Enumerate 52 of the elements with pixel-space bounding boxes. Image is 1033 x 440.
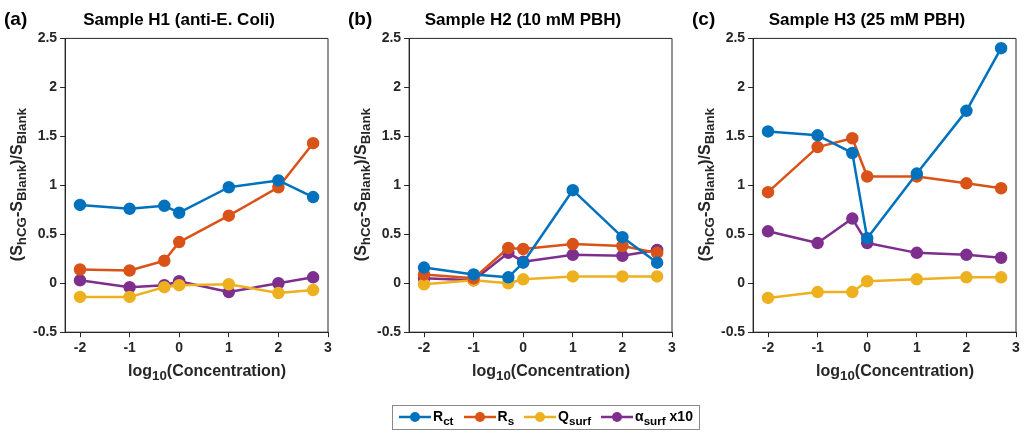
x-tick-label: 2 bbox=[962, 339, 971, 356]
chart-title: Sample H3 (25 mM PBH) bbox=[768, 9, 966, 29]
y-tick-label: 2 bbox=[737, 78, 746, 95]
x-tick-label: 3 bbox=[668, 339, 677, 356]
x-tick-label: 0 bbox=[863, 339, 872, 356]
y-tick-label: 1.5 bbox=[37, 127, 58, 144]
y-tick-label: 2 bbox=[49, 78, 58, 95]
y-tick-label: 2.5 bbox=[725, 29, 746, 46]
legend-label: Q$_{surf}$ bbox=[558, 408, 592, 427]
x-tick-label: 1 bbox=[568, 339, 577, 356]
x-tick-label: 1 bbox=[224, 339, 233, 356]
y-tick-label: 2.5 bbox=[37, 29, 58, 46]
x-tick-label: 3 bbox=[1012, 339, 1021, 356]
x-tick-label: 3 bbox=[324, 339, 333, 356]
y-tick-label: 2 bbox=[393, 78, 402, 95]
x-axis-title: log$_{10}$(Concentration) bbox=[127, 362, 287, 384]
y-tick-label: 0.5 bbox=[381, 225, 402, 242]
y-tick-label: 1 bbox=[49, 176, 58, 193]
y-tick-label: 1 bbox=[737, 176, 746, 193]
x-tick-label: 2 bbox=[274, 339, 283, 356]
legend-label: R$_{ct}$ bbox=[433, 408, 454, 427]
x-tick-label: -2 bbox=[417, 339, 431, 356]
x-tick-label: 0 bbox=[519, 339, 528, 356]
x-tick-label: -2 bbox=[761, 339, 775, 356]
legend-label: R$_{s}$ bbox=[497, 408, 515, 427]
x-tick-label: 2 bbox=[618, 339, 627, 356]
y-tick-label: -0.5 bbox=[721, 323, 746, 340]
x-tick-label: -1 bbox=[811, 339, 825, 356]
x-tick-label: 0 bbox=[175, 339, 184, 356]
text: (c) bbox=[692, 8, 716, 30]
chart-title: Sample H1 (anti-E. Coli) bbox=[83, 9, 275, 29]
y-tick-label: -0.5 bbox=[377, 323, 402, 340]
x-tick-label: -1 bbox=[467, 339, 481, 356]
x-axis-title: log$_{10}$(Concentration) bbox=[471, 362, 631, 384]
y-tick-label: 0 bbox=[737, 274, 746, 291]
chart-title: Sample H2 (10 mM PBH) bbox=[424, 9, 622, 29]
text: (a) bbox=[4, 8, 28, 30]
y-tick-label: 2.5 bbox=[381, 29, 402, 46]
y-tick-label: 0.5 bbox=[725, 225, 746, 242]
x-axis-title: log$_{10}$(Concentration) bbox=[815, 362, 975, 384]
x-tick-label: -1 bbox=[123, 339, 137, 356]
legend-label: α$_{surf}$ x10 bbox=[635, 408, 693, 427]
y-tick-label: 1 bbox=[393, 176, 402, 193]
y-tick-label: 1.5 bbox=[381, 127, 402, 144]
y-tick-label: 1.5 bbox=[725, 127, 746, 144]
y-tick-label: 0 bbox=[49, 274, 58, 291]
y-tick-label: -0.5 bbox=[33, 323, 58, 340]
y-tick-label: 0 bbox=[393, 274, 402, 291]
x-tick-label: 1 bbox=[912, 339, 921, 356]
x-tick-label: -2 bbox=[73, 339, 87, 356]
y-tick-label: 0.5 bbox=[37, 225, 58, 242]
text: (b) bbox=[348, 8, 373, 30]
